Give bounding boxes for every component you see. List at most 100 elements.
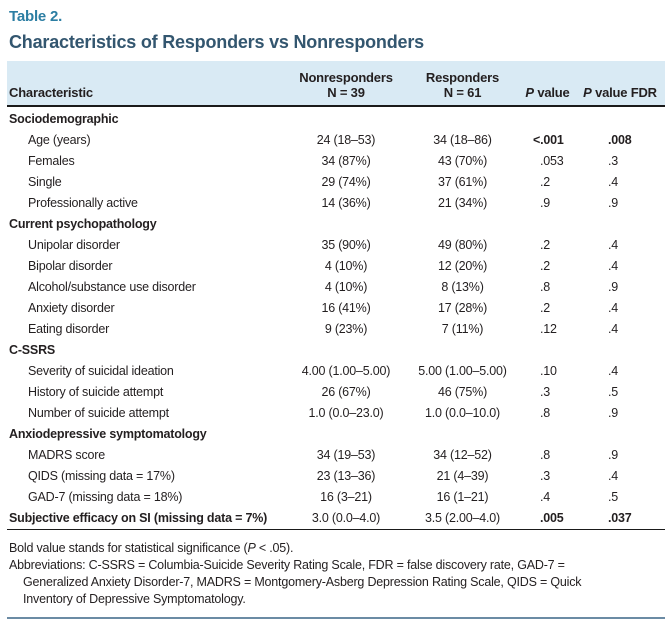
col-header-responders-n: N = 61 [443, 85, 482, 100]
cell-value: .9 [540, 196, 551, 210]
cell-value: 34 (19–53) [316, 448, 376, 462]
cell-value [520, 340, 575, 361]
cell-value [575, 214, 665, 235]
col-header-p-value: P value [520, 61, 575, 107]
cell-value [405, 340, 520, 361]
cell-value: .5 [608, 385, 619, 399]
cell-value [287, 424, 405, 445]
section-row: C-SSRS [7, 340, 665, 361]
cell-value: 3.0 (0.0–4.0) [287, 508, 405, 530]
cell-value [405, 214, 520, 235]
cell-value: .4 [540, 490, 551, 504]
abbreviation-line: Abbreviations: C-SSRS = Columbia-Suicide… [9, 558, 565, 572]
table-header: Characteristic Nonresponders N = 39 Resp… [7, 61, 665, 107]
cell-value: .2 [540, 238, 551, 252]
table-header-row: Characteristic Nonresponders N = 39 Resp… [7, 61, 665, 107]
cell-value: .12 [540, 322, 557, 336]
cell-value: 17 (28%) [437, 301, 488, 315]
cell-value [287, 214, 405, 235]
cell-value: 16 (41%) [321, 301, 371, 315]
cell-value: .9 [608, 196, 619, 210]
significance-note: Bold value stands for statistical signif… [9, 541, 294, 555]
section-row: Current psychopathology [7, 214, 665, 235]
cell-value: .037 [575, 508, 665, 530]
cell-value: 43 (70%) [437, 154, 488, 168]
table-row: Subjective efficacy on SI (missing data … [7, 508, 665, 530]
cell-value [287, 340, 405, 361]
cell-value: 4 (10%) [324, 259, 368, 273]
cell-value: 12 (20%) [437, 259, 488, 273]
cell-value: <.001 [533, 133, 564, 147]
cell-value: 5.00 (1.00–5.00) [418, 364, 507, 378]
section-row: Anxiodepressive symptomatology [7, 424, 665, 445]
row-label: Sociodemographic [9, 112, 119, 126]
cell-value: .4 [608, 469, 619, 483]
cell-value: 34 (18–86) [433, 133, 492, 147]
col-header-responders: Responders N = 61 [405, 61, 520, 107]
row-label: Current psychopathology [9, 217, 157, 231]
table-row: Age (years) 24 (18–53) 34 (18–86) <.001 .008 [7, 130, 665, 151]
table-row: Anxiety disorder 16 (41%) 17 (28%) .2 .4 [7, 298, 665, 319]
row-label: Anxiodepressive symptomatology [9, 427, 207, 441]
table-row: Severity of suicidal ideation 4.00 (1.00–… [7, 361, 665, 382]
cell-value: .4 [608, 238, 619, 252]
cell-value: 46 (75%) [437, 385, 488, 399]
cell-value: 21 (34%) [437, 196, 488, 210]
table-row: Bipolar disorder 4 (10%) 12 (20%) .2 .4 [7, 256, 665, 277]
row-label: Single [28, 175, 62, 189]
cell-value: .008 [608, 133, 632, 147]
row-label: Bipolar disorder [28, 259, 113, 273]
characteristics-table: Characteristic Nonresponders N = 39 Resp… [7, 61, 665, 530]
cell-value [520, 424, 575, 445]
section-row: Sociodemographic [7, 106, 665, 130]
row-label: Anxiety disorder [28, 301, 115, 315]
col-header-nonresponders: Nonresponders N = 39 [287, 61, 405, 107]
row-label: Age (years) [28, 133, 91, 147]
row-label: MADRS score [28, 448, 105, 462]
cell-value: .2 [540, 175, 551, 189]
cell-value: 49 (80%) [437, 238, 488, 252]
cell-value: 7 (11%) [441, 322, 484, 336]
cell-value: .4 [608, 175, 619, 189]
cell-value: 16 (1–21) [436, 490, 489, 504]
table-row: Number of suicide attempt 1.0 (0.0–23.0) 1… [7, 403, 665, 424]
table-row: Eating disorder 9 (23%) 7 (11%) .12 .4 [7, 319, 665, 340]
footnotes: Bold value stands for statistical signif… [7, 540, 665, 608]
cell-value [520, 214, 575, 235]
row-label: Females [28, 154, 75, 168]
cell-value: .9 [608, 406, 619, 420]
row-label: Number of suicide attempt [28, 406, 169, 420]
table-row: History of suicide attempt 26 (67%) 46 (75… [7, 382, 665, 403]
col-header-responders-name: Responders [425, 70, 500, 85]
abbreviations-note: Abbreviations: C-SSRS = Columbia-Suicide… [9, 557, 665, 608]
cell-value: 14 (36%) [321, 196, 371, 210]
table-row: GAD-7 (missing data = 18%) 16 (3–21) 16 (1… [7, 487, 665, 508]
cell-value: 34 (12–52) [433, 448, 492, 462]
cell-value [575, 424, 665, 445]
table-row: Professionally active 14 (36%) 21 (34%) .9.… [7, 193, 665, 214]
cell-value: .8 [540, 406, 551, 420]
cell-value: .5 [608, 490, 619, 504]
cell-value: 16 (3–21) [320, 490, 372, 504]
cell-value: 34 (87%) [321, 154, 371, 168]
row-label: Unipolar disorder [28, 238, 120, 252]
cell-value: .4 [608, 322, 619, 336]
bottom-divider [7, 617, 665, 619]
row-label: Severity of suicidal ideation [28, 364, 174, 378]
cell-value: 8 (13%) [441, 280, 484, 294]
cell-value: .9 [608, 448, 619, 462]
cell-value: 29 (74%) [321, 175, 371, 189]
table-title: Characteristics of Responders vs Nonresp… [9, 32, 424, 52]
cell-value: .3 [540, 385, 551, 399]
cell-value: 35 (90%) [321, 238, 371, 252]
cell-value: .10 [540, 364, 557, 378]
row-label: C-SSRS [9, 343, 56, 357]
abbreviation-line: Inventory of Depressive Symptomatology. [23, 592, 246, 606]
cell-value: .4 [608, 301, 619, 315]
cell-value [287, 106, 405, 130]
cell-value [575, 106, 665, 130]
cell-value: .2 [540, 259, 551, 273]
row-label: Subjective efficacy on SI (missing data … [7, 508, 287, 530]
abbreviation-line: Generalized Anxiety Disorder-7, MADRS = … [23, 575, 582, 589]
